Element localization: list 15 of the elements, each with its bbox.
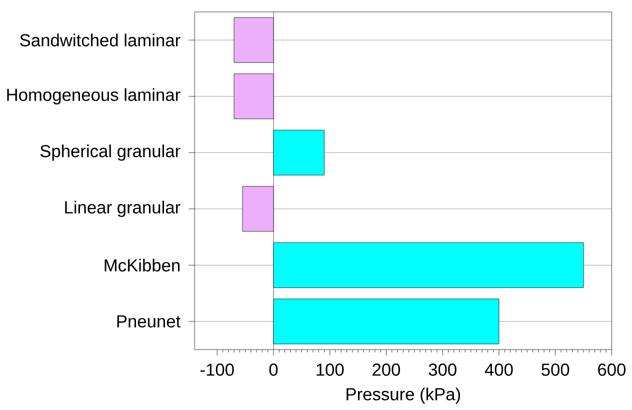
x-tick-label: 0 [269,364,278,376]
y-tick-label: Sandwitched laminar [20,34,180,47]
x-tick-label: 500 [542,364,570,376]
x-tick-label: 600 [598,364,626,376]
y-tick-label: Homogeneous laminar [7,88,180,105]
y-tick-label: McKibben [104,258,180,272]
x-axis-title: Pressure (kPa) [346,388,460,404]
y-tick-label: Pneunet [117,316,181,328]
x-tick-label: 300 [428,364,456,376]
x-tick-label: 200 [372,364,400,376]
x-tick-label: 400 [484,364,513,376]
y-tick-label: Linear granular [65,200,180,218]
y-tick-label: Spherical granular [40,144,180,161]
x-tick-label: 100 [316,364,344,376]
x-tick-label: -100 [200,364,234,376]
